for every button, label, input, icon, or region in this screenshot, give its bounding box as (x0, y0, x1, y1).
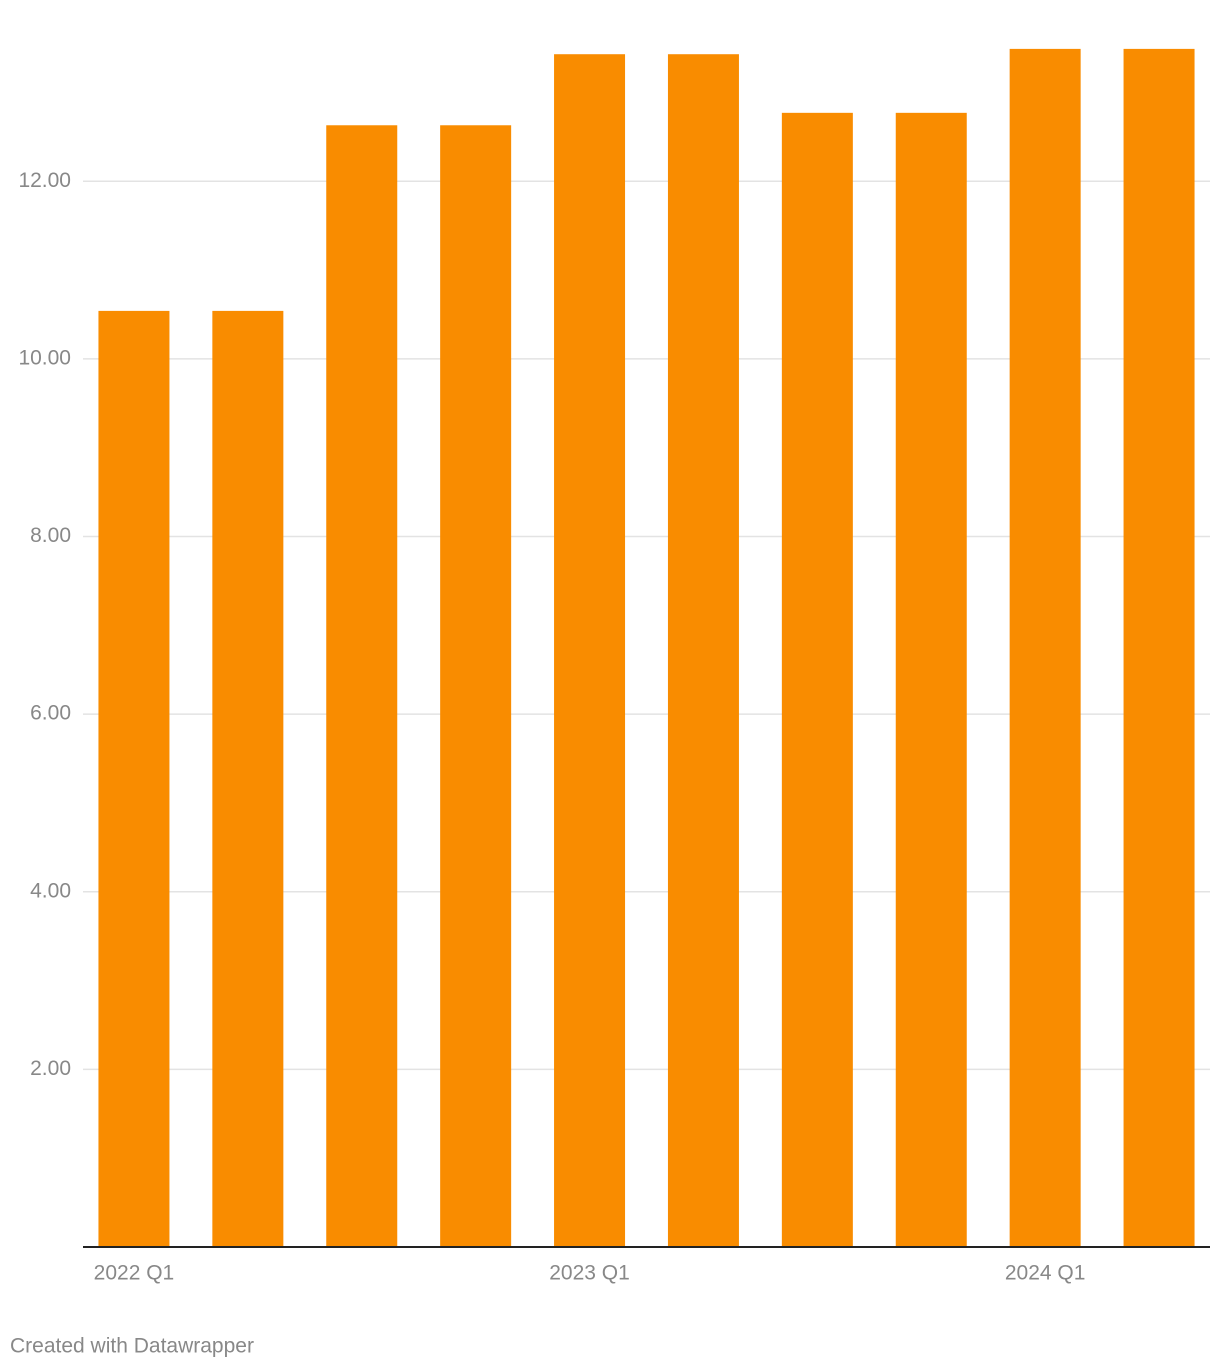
bar (554, 54, 626, 1247)
y-tick-label: 12.00 (18, 169, 71, 192)
y-tick-label: 8.00 (30, 524, 71, 547)
x-tick-label: 2023 Q1 (549, 1262, 630, 1285)
y-tick-label: 6.00 (30, 702, 71, 725)
bar (667, 54, 739, 1247)
y-tick-label: 4.00 (30, 879, 71, 902)
bar (98, 310, 170, 1247)
bar (781, 112, 853, 1247)
bar-layer (98, 48, 1195, 1247)
x-tick-label: 2022 Q1 (94, 1262, 175, 1285)
bar (895, 112, 967, 1247)
y-tick-label: 2.00 (30, 1057, 71, 1080)
bar (326, 125, 398, 1247)
bar (1123, 48, 1195, 1247)
y-tick-label: 10.00 (18, 346, 71, 369)
bar (1009, 48, 1081, 1247)
footer: Created with Datawrapper (10, 1335, 254, 1358)
bar (440, 125, 512, 1247)
bar (212, 310, 284, 1247)
x-tick-label: 2024 Q1 (1005, 1262, 1086, 1285)
